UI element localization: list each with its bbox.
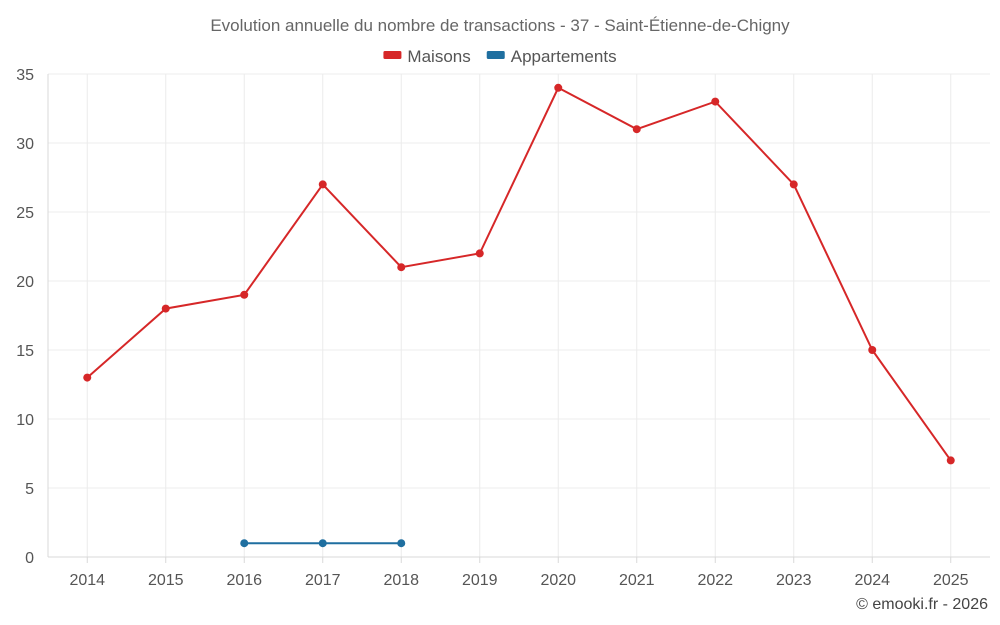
chart-legend: Maisons Appartements: [383, 47, 617, 66]
x-tick-label: 2022: [697, 572, 733, 589]
x-tick-label: 2023: [776, 572, 812, 589]
data-point[interactable]: [240, 290, 249, 299]
legend-swatch: [383, 51, 402, 59]
x-tick-label: 2021: [619, 572, 655, 589]
y-tick-label: 20: [16, 274, 34, 291]
chart-title: Evolution annuelle du nombre de transact…: [210, 16, 790, 35]
y-tick-label: 35: [16, 67, 34, 84]
data-point[interactable]: [397, 263, 406, 272]
data-point[interactable]: [711, 97, 720, 106]
y-tick-label: 10: [16, 412, 34, 429]
chart-series: [83, 83, 955, 548]
y-tick-label: 5: [25, 481, 34, 498]
legend-label: Maisons: [407, 47, 470, 66]
y-tick-label: 25: [16, 205, 34, 222]
x-tick-label: 2017: [305, 572, 341, 589]
data-point[interactable]: [632, 125, 641, 134]
x-tick-label: 2019: [462, 572, 498, 589]
data-point[interactable]: [554, 83, 563, 92]
chart-grid: [48, 73, 990, 557]
data-point[interactable]: [397, 539, 406, 548]
x-tick-label: 2015: [148, 572, 184, 589]
legend-swatch: [486, 51, 505, 59]
data-point[interactable]: [789, 180, 798, 189]
data-point[interactable]: [318, 539, 327, 548]
x-tick-label: 2014: [69, 572, 105, 589]
x-tick-label: 2016: [226, 572, 262, 589]
x-tick-label: 2025: [933, 572, 969, 589]
data-point[interactable]: [83, 373, 92, 382]
data-point[interactable]: [240, 539, 249, 548]
legend-label: Appartements: [511, 47, 617, 66]
x-tick-label: 2018: [383, 572, 419, 589]
x-tick-label: 2020: [540, 572, 576, 589]
data-point[interactable]: [318, 180, 327, 189]
x-tick-label: 2024: [854, 572, 890, 589]
chart-credit: © emooki.fr - 2026: [856, 596, 988, 613]
data-point[interactable]: [161, 304, 170, 313]
data-point[interactable]: [475, 249, 484, 258]
y-tick-label: 15: [16, 343, 34, 360]
legend-item-appartements[interactable]: Appartements: [486, 47, 617, 66]
legend-item-maisons[interactable]: Maisons: [383, 47, 471, 66]
y-tick-label: 30: [16, 136, 34, 153]
series-maisons: [83, 83, 955, 465]
series-line: [86, 86, 952, 461]
y-tick-label: 0: [25, 550, 34, 567]
data-point[interactable]: [946, 456, 955, 465]
data-point[interactable]: [868, 346, 877, 354]
series-appartements: [240, 539, 406, 548]
